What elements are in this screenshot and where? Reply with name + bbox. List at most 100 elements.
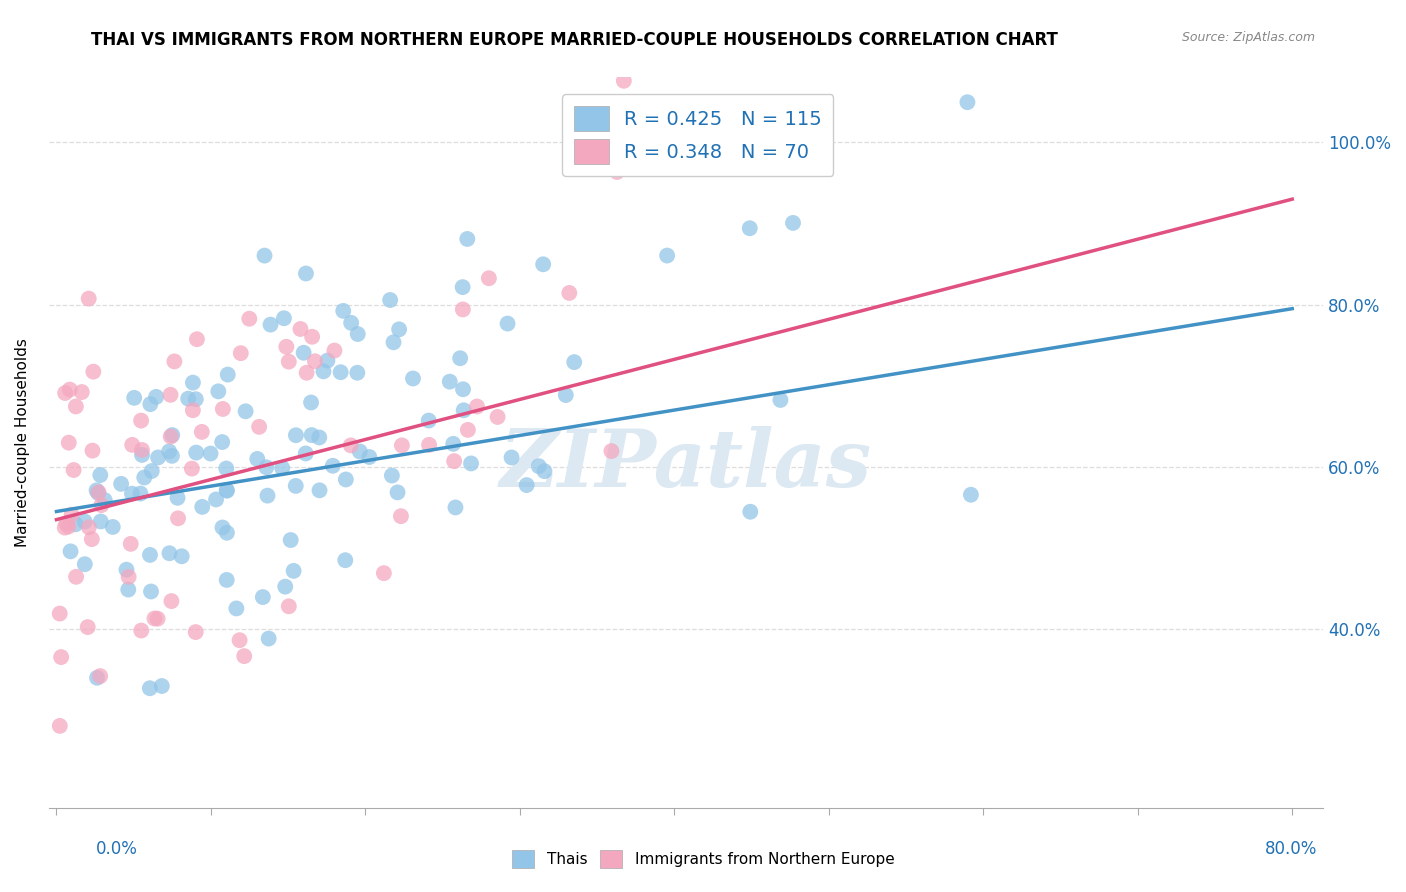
Point	[295, 267, 318, 281]
Point	[277, 354, 299, 368]
Point	[70, 385, 93, 400]
Point	[146, 450, 169, 465]
Point	[200, 446, 222, 460]
Point	[388, 322, 411, 336]
Point	[139, 681, 162, 696]
Point	[160, 449, 183, 463]
Point	[65, 400, 87, 414]
Point	[465, 400, 488, 414]
Point	[159, 546, 181, 560]
Point	[301, 330, 323, 344]
Point	[110, 476, 132, 491]
Point	[129, 486, 152, 500]
Point	[252, 590, 274, 604]
Point	[120, 537, 142, 551]
Point	[613, 74, 636, 88]
Point	[235, 404, 257, 418]
Point	[301, 428, 323, 442]
Point	[323, 343, 346, 358]
Point	[80, 532, 103, 546]
Point	[373, 566, 395, 581]
Point	[215, 461, 238, 475]
Point	[87, 486, 110, 500]
Point	[402, 371, 425, 385]
Point	[139, 548, 162, 562]
Point	[322, 458, 344, 473]
Point	[284, 428, 307, 442]
Point	[456, 232, 478, 246]
Point	[238, 311, 260, 326]
Point	[89, 669, 111, 683]
Point	[181, 376, 204, 390]
Point	[292, 345, 315, 359]
Point	[215, 573, 238, 587]
Point	[960, 488, 983, 502]
Point	[162, 428, 184, 442]
Point	[55, 516, 77, 531]
Point	[166, 491, 188, 505]
Point	[121, 438, 143, 452]
Point	[501, 450, 523, 465]
Point	[65, 570, 87, 584]
Point	[295, 366, 318, 380]
Point	[205, 492, 228, 507]
Point	[247, 420, 270, 434]
Point	[186, 332, 208, 346]
Point	[387, 485, 409, 500]
Point	[177, 392, 200, 406]
Point	[259, 318, 281, 332]
Point	[308, 430, 330, 444]
Point	[457, 423, 479, 437]
Point	[90, 515, 112, 529]
Point	[600, 444, 623, 458]
Text: 0.0%: 0.0%	[96, 840, 138, 858]
Point	[496, 317, 519, 331]
Point	[441, 437, 464, 451]
Point	[527, 459, 550, 474]
Point	[53, 521, 76, 535]
Point	[444, 500, 467, 515]
Point	[207, 384, 229, 399]
Point	[150, 679, 173, 693]
Point	[276, 340, 298, 354]
Point	[273, 311, 295, 326]
Point	[129, 414, 152, 428]
Point	[304, 354, 326, 368]
Point	[606, 165, 628, 179]
Legend: Thais, Immigrants from Northern Europe: Thais, Immigrants from Northern Europe	[505, 844, 901, 873]
Point	[308, 483, 330, 498]
Point	[284, 479, 307, 493]
Y-axis label: Married-couple Households: Married-couple Households	[15, 338, 30, 547]
Point	[62, 463, 84, 477]
Point	[453, 403, 475, 417]
Point	[73, 515, 96, 529]
Point	[782, 216, 804, 230]
Point	[271, 461, 294, 475]
Point	[439, 375, 461, 389]
Point	[53, 386, 76, 401]
Point	[215, 483, 238, 498]
Point	[256, 489, 278, 503]
Point	[180, 461, 202, 475]
Point	[655, 248, 678, 262]
Point	[159, 429, 181, 443]
Point	[257, 632, 280, 646]
Point	[451, 302, 474, 317]
Point	[233, 649, 256, 664]
Point	[391, 438, 413, 452]
Point	[82, 443, 104, 458]
Point	[451, 382, 474, 396]
Point	[316, 353, 339, 368]
Point	[418, 438, 440, 452]
Point	[170, 549, 193, 564]
Point	[58, 519, 80, 533]
Point	[378, 293, 401, 307]
Point	[382, 335, 405, 350]
Point	[229, 346, 252, 360]
Point	[48, 607, 70, 621]
Text: 80.0%: 80.0%	[1264, 840, 1317, 858]
Point	[228, 633, 250, 648]
Point	[82, 365, 104, 379]
Point	[87, 485, 110, 500]
Point	[738, 221, 761, 235]
